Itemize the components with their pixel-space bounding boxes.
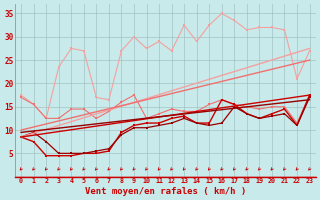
X-axis label: Vent moyen/en rafales ( km/h ): Vent moyen/en rafales ( km/h ) xyxy=(85,187,246,196)
